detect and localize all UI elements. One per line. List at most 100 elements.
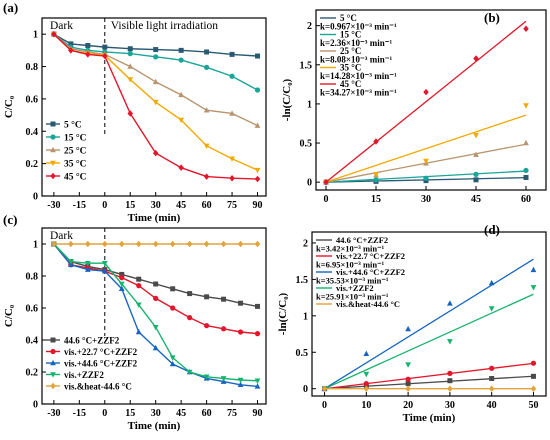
y-tick-label: 0.2 xyxy=(26,368,39,379)
data-point xyxy=(523,139,529,146)
data-point xyxy=(187,291,193,297)
data-point xyxy=(523,174,529,180)
legend-rate-constant: k=3.42×10⁻³ min⁻¹ xyxy=(316,244,385,254)
x-tick-label: 90 xyxy=(253,408,263,419)
legend-rate-constant: k=8.08×10⁻³ min⁻¹ xyxy=(320,55,392,65)
data-point xyxy=(254,383,261,389)
fit-line xyxy=(325,114,527,183)
legend-label: vis.+ZZF2 xyxy=(64,370,104,380)
data-point xyxy=(203,64,210,70)
data-point xyxy=(220,326,227,332)
data-point xyxy=(363,371,370,378)
y-tick-label: 0.8 xyxy=(26,272,39,283)
legend-marker xyxy=(50,359,56,366)
plot-frame xyxy=(311,231,547,397)
data-point xyxy=(203,322,210,329)
y-tick-label: 0.6 xyxy=(26,94,39,105)
annotation-visible-light: Visible light irradiation xyxy=(111,20,219,32)
x-tick-label: -15 xyxy=(73,408,86,419)
fit-line xyxy=(324,362,534,390)
data-point xyxy=(152,78,159,85)
annotation-dark: Dark xyxy=(50,230,73,242)
data-point xyxy=(489,365,495,371)
data-point xyxy=(255,53,261,59)
data-point xyxy=(447,370,453,377)
series-2 xyxy=(321,258,537,391)
data-point xyxy=(203,143,210,149)
y-tick-label: 0.2 xyxy=(26,159,39,170)
series-line xyxy=(53,33,258,91)
data-point xyxy=(363,385,370,392)
data-point xyxy=(153,54,159,60)
data-point xyxy=(373,138,379,145)
data-point xyxy=(152,99,159,106)
y-tick-label: 1 xyxy=(307,99,312,110)
data-point xyxy=(67,259,74,265)
legend-marker xyxy=(50,348,56,355)
data-point xyxy=(254,175,261,183)
legend-rate-constant: k=2.36×10⁻³ min⁻¹ xyxy=(320,38,392,48)
y-tick-label: 0.8 xyxy=(26,62,39,73)
data-point xyxy=(203,173,210,180)
data-point xyxy=(238,300,244,306)
legend-label: 35 °C xyxy=(340,63,361,73)
data-point xyxy=(405,376,411,382)
y-tick-label: 0 xyxy=(307,178,312,189)
x-axis-label: Time (min) xyxy=(128,420,181,432)
legend: 5 °Ck=0.967×10⁻³ min⁻¹15 °Ck=2.36×10⁻³ m… xyxy=(320,13,397,98)
legend-label: vis.&heat-44.6 °C xyxy=(64,382,132,392)
x-tick-label: 0 xyxy=(322,400,327,411)
legend-label: 5 °C xyxy=(340,13,357,23)
data-point xyxy=(254,87,261,93)
x-tick-label: -30 xyxy=(47,200,60,211)
y-tick-label: 0.6 xyxy=(26,304,39,315)
legend-label: vis.+ZZF2 xyxy=(336,283,374,293)
x-tick-label: -30 xyxy=(47,408,60,419)
data-point xyxy=(102,240,108,248)
data-point xyxy=(68,41,74,47)
data-point xyxy=(68,240,74,248)
x-axis-label: Time (min) xyxy=(403,412,456,424)
data-point xyxy=(101,268,108,274)
data-point xyxy=(488,385,495,392)
data-point xyxy=(488,279,495,286)
data-point xyxy=(169,360,176,367)
data-point xyxy=(473,177,479,183)
data-point xyxy=(136,276,142,282)
data-point xyxy=(152,240,159,248)
y-axis-label: -ln(C/C₀) xyxy=(281,78,293,121)
panel-label: (d) xyxy=(484,222,500,237)
data-point xyxy=(405,385,411,392)
legend-rate-constant: k=0.967×10⁻³ min⁻¹ xyxy=(320,22,397,32)
data-point xyxy=(255,303,261,309)
legend: 5 °C 15 °C 25 °C 35 °C 45 °C xyxy=(46,120,87,183)
data-point xyxy=(373,177,379,183)
series-4 xyxy=(51,30,261,183)
panel-d: (d) 0 10 20 30 40 50 0 0.5 1 1.5 2 Time (min) -ln(C/C… xyxy=(277,222,547,424)
x-tick-label: 60 xyxy=(521,194,531,205)
data-point xyxy=(204,294,210,300)
legend-rate-constant: k=25.91×10⁻³ min⁻¹ xyxy=(316,292,389,302)
data-point xyxy=(102,44,108,50)
data-point xyxy=(530,266,537,273)
legend-marker xyxy=(50,134,56,140)
x-tick-label: 0 xyxy=(102,200,107,211)
y-tick-label: 2 xyxy=(307,21,312,32)
y-axis-label: C/C₀ xyxy=(3,304,15,327)
data-point xyxy=(153,281,159,287)
data-point xyxy=(85,51,91,58)
legend-label: 45 °C xyxy=(64,172,87,183)
data-point xyxy=(229,174,235,182)
data-point xyxy=(423,158,429,165)
data-point xyxy=(447,378,453,384)
x-tick-label: 90 xyxy=(253,200,263,211)
data-point xyxy=(178,57,184,63)
y-tick-label: 1.5 xyxy=(300,60,313,71)
data-point xyxy=(203,240,210,248)
legend-rate-constant: k=34.27×10⁻³ min⁻¹ xyxy=(320,88,397,98)
plot-frame xyxy=(41,17,267,197)
x-tick-label: 30 xyxy=(421,194,431,205)
data-point xyxy=(254,378,261,384)
plot-frame xyxy=(41,227,267,405)
